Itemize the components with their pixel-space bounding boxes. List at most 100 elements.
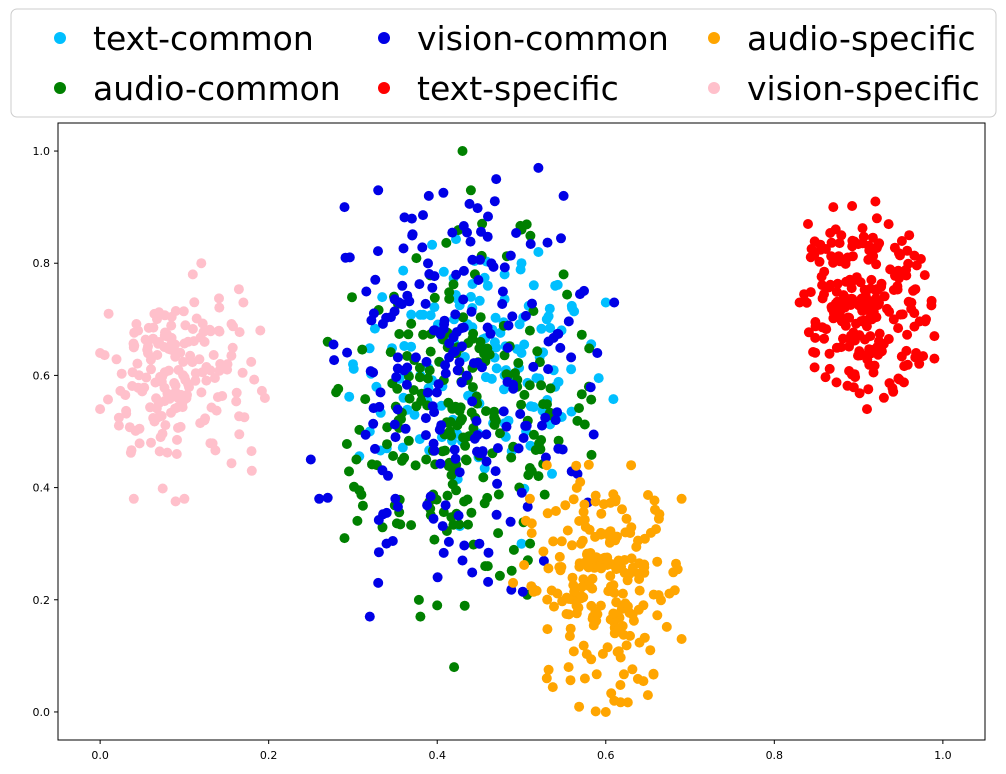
data-point bbox=[373, 246, 383, 257]
data-point bbox=[196, 258, 207, 269]
data-point bbox=[370, 443, 380, 454]
data-point bbox=[819, 333, 830, 344]
data-point bbox=[820, 244, 831, 254]
data-point bbox=[460, 432, 471, 443]
data-point bbox=[429, 302, 440, 313]
data-point bbox=[195, 418, 206, 429]
data-point bbox=[103, 308, 114, 319]
data-point bbox=[134, 438, 145, 449]
data-point bbox=[195, 332, 206, 343]
data-point bbox=[148, 322, 159, 333]
data-point bbox=[417, 242, 428, 253]
data-point bbox=[610, 535, 621, 546]
data-point bbox=[884, 306, 895, 317]
data-point bbox=[555, 342, 566, 353]
data-point bbox=[415, 611, 426, 622]
data-point bbox=[511, 228, 522, 238]
data-point bbox=[176, 389, 186, 400]
data-point bbox=[653, 513, 664, 524]
data-point bbox=[457, 146, 468, 156]
data-point bbox=[883, 219, 894, 230]
data-point bbox=[493, 528, 504, 539]
data-point bbox=[397, 442, 408, 453]
data-point bbox=[131, 319, 142, 329]
data-point bbox=[816, 271, 827, 282]
data-point bbox=[505, 516, 516, 527]
data-point bbox=[552, 407, 563, 418]
data-point bbox=[190, 375, 201, 386]
data-point bbox=[179, 372, 190, 383]
data-point bbox=[129, 327, 140, 338]
legend-label: text-common bbox=[93, 19, 314, 58]
data-point bbox=[113, 420, 124, 431]
data-point bbox=[368, 367, 379, 378]
data-point bbox=[867, 232, 878, 243]
data-point bbox=[428, 438, 439, 449]
data-point bbox=[166, 320, 177, 331]
data-point bbox=[163, 365, 174, 376]
data-point bbox=[803, 219, 813, 229]
data-point bbox=[375, 387, 386, 398]
data-point bbox=[550, 506, 561, 516]
data-point bbox=[342, 347, 353, 358]
data-point bbox=[579, 514, 590, 525]
data-point bbox=[542, 237, 553, 248]
data-point bbox=[650, 504, 660, 515]
data-point bbox=[552, 328, 563, 339]
data-point bbox=[348, 363, 359, 374]
data-point bbox=[528, 361, 539, 372]
data-point bbox=[473, 448, 484, 458]
legend-label: vision-common bbox=[417, 19, 669, 58]
data-point bbox=[870, 196, 881, 207]
data-point bbox=[394, 297, 404, 308]
data-point bbox=[442, 490, 453, 501]
data-point bbox=[427, 282, 438, 293]
data-point bbox=[506, 565, 517, 576]
data-point bbox=[403, 329, 414, 340]
data-point bbox=[878, 339, 889, 349]
data-point bbox=[226, 350, 237, 361]
data-point bbox=[586, 449, 597, 460]
x-axis: 0.0 0.2 0.4 0.6 0.8 1.0 bbox=[91, 740, 952, 762]
data-point bbox=[555, 565, 566, 576]
data-point bbox=[451, 485, 462, 496]
data-point bbox=[162, 331, 173, 342]
data-point bbox=[899, 361, 910, 372]
data-point bbox=[592, 348, 603, 358]
data-point bbox=[460, 454, 471, 465]
data-point bbox=[608, 608, 619, 619]
data-point bbox=[390, 493, 401, 504]
data-point bbox=[190, 368, 201, 379]
data-point bbox=[556, 233, 566, 244]
data-point bbox=[543, 336, 554, 347]
data-point bbox=[857, 238, 868, 249]
data-point bbox=[626, 522, 637, 533]
data-point bbox=[542, 594, 553, 605]
data-point bbox=[914, 358, 925, 369]
legend-marker bbox=[378, 82, 390, 94]
data-point bbox=[524, 493, 535, 504]
data-point bbox=[381, 312, 392, 323]
data-point bbox=[838, 333, 848, 344]
data-point bbox=[466, 407, 477, 418]
data-point bbox=[474, 295, 485, 306]
data-point bbox=[519, 389, 530, 400]
data-point bbox=[521, 219, 532, 230]
data-point bbox=[489, 196, 500, 207]
data-point bbox=[170, 496, 181, 507]
data-point bbox=[561, 609, 572, 619]
data-point bbox=[508, 577, 519, 588]
data-point bbox=[206, 402, 217, 413]
data-point bbox=[381, 507, 392, 518]
data-point bbox=[550, 415, 561, 426]
data-point bbox=[450, 453, 461, 464]
data-point bbox=[902, 245, 913, 256]
data-point bbox=[515, 409, 526, 419]
data-point bbox=[387, 536, 398, 546]
data-point bbox=[622, 697, 633, 708]
data-point bbox=[474, 343, 485, 354]
data-point bbox=[600, 707, 611, 717]
data-point bbox=[411, 253, 422, 264]
data-point bbox=[410, 352, 421, 363]
